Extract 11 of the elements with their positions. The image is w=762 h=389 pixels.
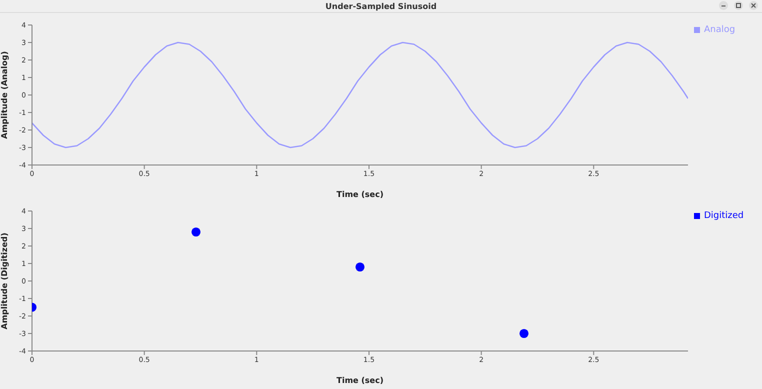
- chart-title: Under-Sampled Sinusoid: [325, 2, 437, 10]
- point: [191, 227, 201, 237]
- x-axis-title: Time (sec): [336, 190, 384, 199]
- x-axis-title: Time (sec): [336, 376, 384, 385]
- point: [519, 328, 529, 338]
- y-axis-title: Amplitude (Digitized): [0, 232, 9, 330]
- line-series: [32, 42, 688, 148]
- legend-label: Analog: [704, 25, 736, 35]
- legend-label: Digitized: [704, 211, 744, 221]
- y-axis-title: Amplitude (Analog): [0, 51, 9, 139]
- point: [355, 262, 365, 272]
